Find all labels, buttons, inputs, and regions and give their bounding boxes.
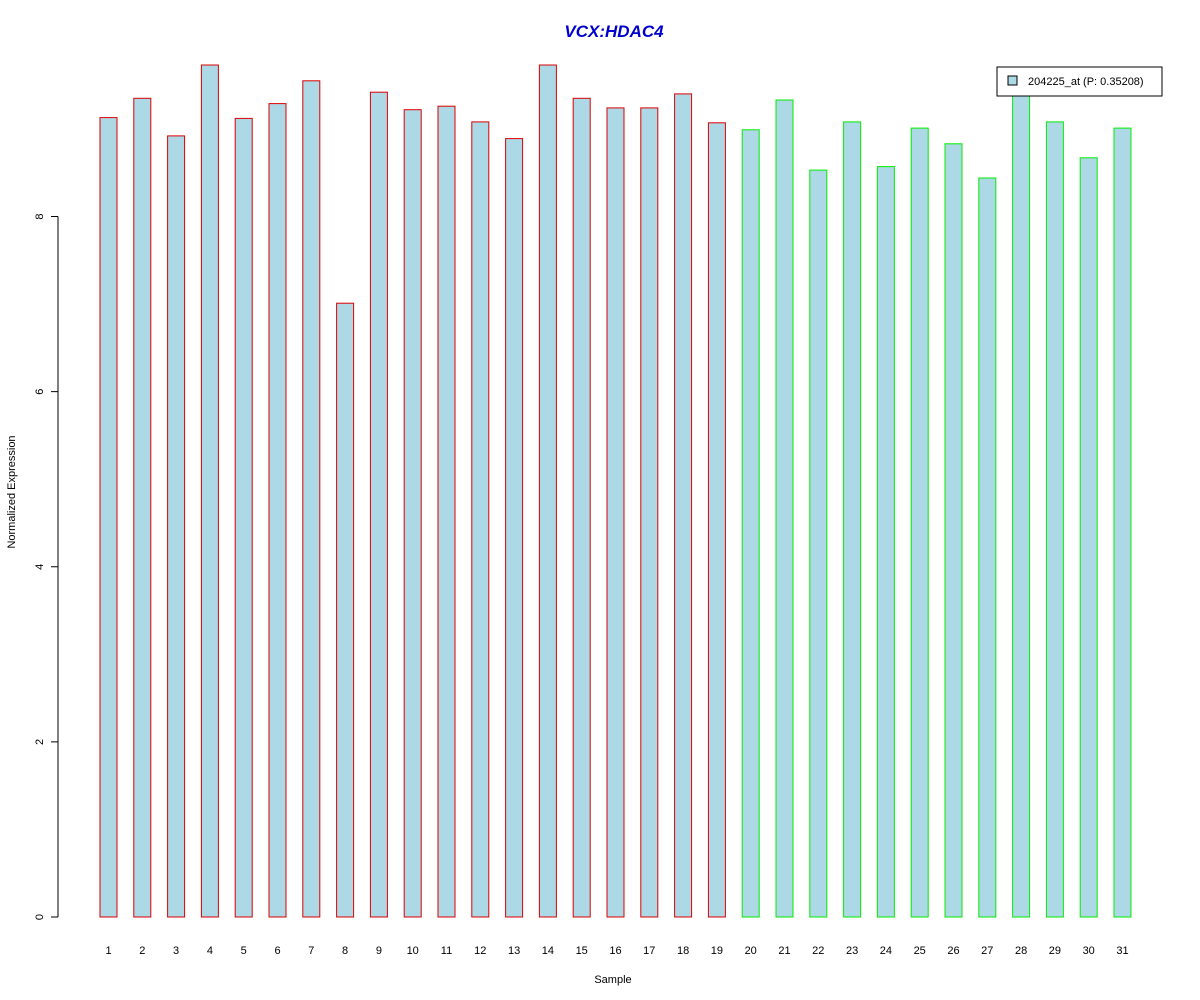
bar — [843, 121, 862, 918]
x-tick-label: 1 — [105, 945, 111, 957]
bar — [674, 93, 693, 918]
x-tick-label: 8 — [342, 945, 348, 957]
y-tick-label: 8 — [34, 213, 46, 219]
bar — [1079, 157, 1098, 918]
x-tick-label: 25 — [914, 945, 926, 957]
bar — [944, 143, 963, 918]
bar — [876, 166, 895, 918]
x-tick-label: 11 — [441, 945, 452, 957]
x-tick-label: 29 — [1049, 945, 1061, 957]
x-tick-label: 4 — [207, 945, 213, 957]
x-tick-labels: 1 2 3 4 5 6 7 8 9 10 11 12 13 14 15 16 17 18 19 20 21 22 23 24 2… — [105, 945, 1128, 957]
x-tick-label: 24 — [880, 945, 892, 957]
bar — [133, 97, 152, 918]
bar — [403, 109, 422, 918]
bar — [99, 117, 118, 918]
x-axis-label: Sample — [594, 974, 631, 986]
x-tick-label: 23 — [846, 945, 858, 957]
bar — [910, 127, 929, 918]
bar — [302, 80, 321, 918]
x-tick-label: 12 — [474, 945, 486, 957]
y-tick-label: 0 — [34, 914, 46, 920]
bar — [1012, 94, 1031, 918]
x-tick-label: 26 — [947, 945, 959, 957]
x-tick-label: 18 — [677, 945, 689, 957]
x-tick-label: 21 — [778, 945, 790, 957]
legend-swatch — [1007, 75, 1018, 86]
x-tick-label: 15 — [576, 945, 588, 957]
x-tick-label: 22 — [812, 945, 824, 957]
x-tick-label: 30 — [1083, 945, 1095, 957]
bar — [640, 107, 659, 918]
y-tick-label: 4 — [34, 564, 46, 570]
y-axis-label: Normalized Expression — [6, 435, 18, 548]
x-tick-label: 6 — [274, 945, 280, 957]
bar — [336, 302, 355, 918]
bar — [606, 107, 625, 918]
legend-label: 204225_at (P: 0.35208) — [1028, 76, 1144, 88]
bars — [99, 64, 1132, 918]
bar — [268, 103, 287, 918]
x-tick-label: 7 — [308, 945, 314, 957]
x-tick-label: 5 — [241, 945, 247, 957]
y-axis: 0 2 4 6 8 — [34, 213, 59, 920]
x-tick-label: 9 — [376, 945, 382, 957]
legend-box — [996, 66, 1163, 97]
legend: 204225_at (P: 0.35208) — [996, 66, 1163, 97]
bar — [978, 177, 997, 918]
bar — [809, 169, 828, 918]
bar — [471, 121, 490, 918]
bar — [1045, 121, 1064, 918]
x-tick-label: 16 — [609, 945, 621, 957]
x-tick-label: 14 — [542, 945, 554, 957]
x-tick-label: 3 — [173, 945, 179, 957]
bar — [775, 99, 794, 918]
bar — [167, 135, 186, 918]
y-tick-label: 2 — [34, 739, 46, 745]
bar — [505, 138, 524, 918]
x-tick-label: 17 — [643, 945, 655, 957]
bar — [538, 64, 557, 918]
x-tick-label: 20 — [745, 945, 757, 957]
bar — [741, 129, 760, 918]
x-tick-label: 31 — [1116, 945, 1128, 957]
bar — [200, 64, 219, 918]
chart-title: VCX:HDAC4 — [564, 22, 664, 41]
bar — [437, 105, 456, 918]
x-tick-label: 10 — [407, 945, 419, 957]
bar — [1113, 127, 1132, 918]
bar — [707, 122, 726, 918]
x-tick-label: 13 — [508, 945, 520, 957]
y-tick-label: 6 — [34, 389, 46, 395]
bar — [234, 117, 253, 918]
x-tick-label: 2 — [139, 945, 145, 957]
bar — [369, 91, 388, 918]
x-tick-label: 27 — [981, 945, 993, 957]
x-tick-label: 28 — [1015, 945, 1027, 957]
x-tick-label: 19 — [711, 945, 723, 957]
bar — [572, 97, 591, 918]
